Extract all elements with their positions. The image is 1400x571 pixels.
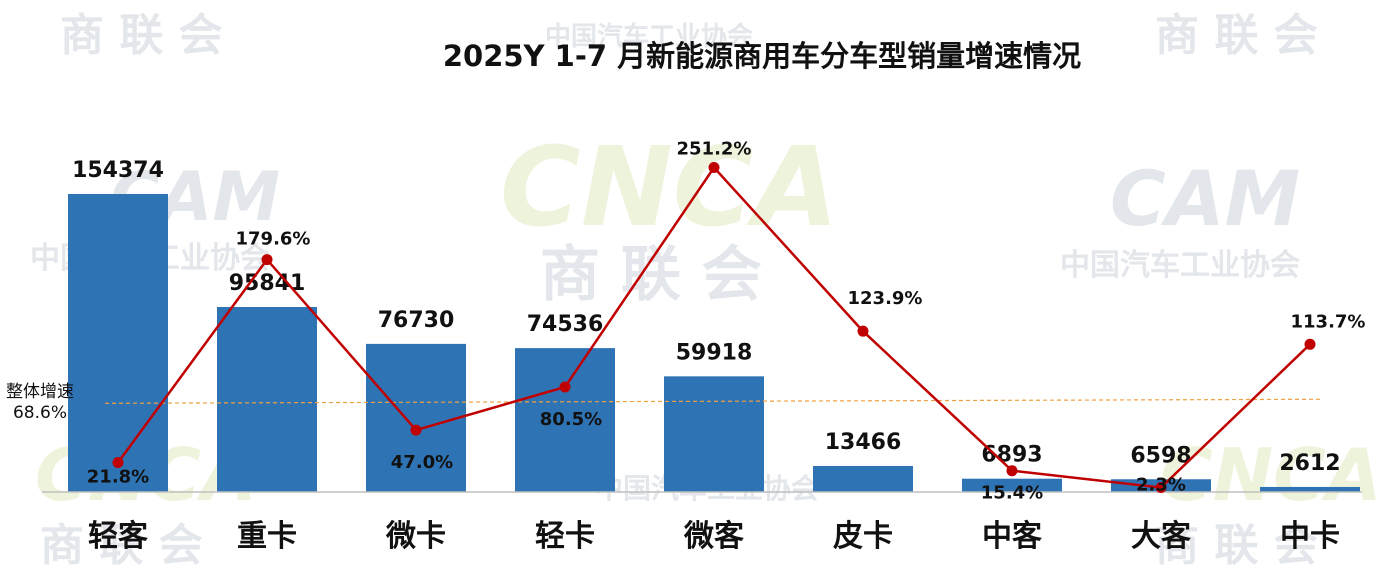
growth-rate-label: 179.6%	[236, 229, 311, 250]
bar	[813, 466, 913, 492]
watermark-logo: CNCA	[500, 123, 839, 251]
growth-rate-label: 113.7%	[1291, 311, 1366, 332]
growth-rate-point	[559, 381, 571, 393]
bar	[68, 194, 168, 492]
bar-value-labels: 154374 95841 76730 74536 59918 13466 6893 6598 2…	[72, 158, 1341, 476]
growth-rate-point	[112, 456, 124, 468]
growth-rate-point	[410, 424, 422, 436]
growth-rate-points	[112, 162, 1316, 494]
watermark-brand: 商 联 会	[40, 520, 203, 571]
growth-rate-point	[261, 254, 273, 266]
category-label: 重卡	[237, 519, 297, 554]
category-label: 皮卡	[833, 519, 893, 554]
bar	[664, 376, 764, 492]
growth-rate-label: 251.2%	[677, 139, 752, 160]
growth-rate-label: 15.4%	[981, 483, 1043, 504]
bar-value-label: 74536	[527, 312, 604, 337]
growth-rate-labels: 21.8% 179.6% 47.0% 80.5% 251.2% 123.9% 15.4% 2.…	[87, 139, 1366, 504]
growth-rate-point	[1155, 482, 1167, 494]
watermark-org: 中国汽车工业协会	[1060, 248, 1300, 283]
category-label: 微客	[683, 519, 744, 554]
reference-label: 整体增速	[6, 382, 74, 402]
bar-value-label: 13466	[825, 430, 902, 455]
bar	[962, 478, 1062, 492]
watermark-brand: 商 联 会	[1155, 10, 1318, 61]
growth-rate-label: 123.9%	[848, 288, 923, 309]
bar-value-label: 95841	[229, 271, 306, 296]
growth-rate-point	[708, 162, 720, 173]
category-label: 轻客	[88, 519, 148, 554]
bar	[217, 306, 317, 492]
growth-rate-point	[857, 325, 869, 337]
bar	[515, 348, 615, 492]
category-label: 中卡	[1280, 519, 1340, 554]
growth-rate-label: 80.5%	[540, 409, 602, 430]
watermark-org: 中国汽车工业协会	[545, 21, 753, 52]
growth-rate-label: 47.0%	[391, 452, 453, 473]
bar-value-label: 6598	[1130, 443, 1191, 468]
category-label: 轻卡	[535, 519, 595, 554]
growth-rate-point	[1304, 338, 1316, 350]
category-labels: 轻客 重卡 微卡 轻卡 微客 皮卡 中客 大客 中卡	[88, 519, 1340, 554]
bar-value-label: 154374	[72, 158, 164, 183]
watermark-brand: 商 联 会	[540, 240, 762, 310]
watermark-brand: 商 联 会	[60, 10, 223, 61]
watermark-logo: CNCA	[1160, 433, 1382, 517]
growth-rate-label: 21.8%	[87, 466, 149, 487]
category-label: 大客	[1131, 519, 1191, 554]
bar-value-label: 76730	[378, 308, 455, 333]
watermark-logo2: CAM	[1110, 154, 1300, 243]
category-label: 微卡	[385, 519, 446, 554]
bar-value-label: 59918	[676, 340, 753, 365]
bar-value-label: 2612	[1279, 451, 1340, 476]
growth-rate-point	[1006, 465, 1018, 477]
growth-rate-label: 2.3%	[1136, 475, 1186, 496]
watermark-layer: 商 联 会 商 联 会 商 联 会 商 联 会 商 联 会 中国汽车工业协会 中…	[30, 10, 1382, 571]
category-label: 中客	[982, 519, 1042, 554]
bar	[366, 343, 466, 492]
reference-value-label: 68.6%	[13, 403, 67, 423]
bar	[1260, 486, 1360, 492]
watermark-brand: 商 联 会	[1155, 520, 1318, 571]
chart-title: 2025Y 1-7 月新能源商用车分车型销量增速情况	[443, 39, 1081, 73]
bar-series	[68, 194, 1360, 492]
bar-value-label: 6893	[981, 443, 1042, 468]
